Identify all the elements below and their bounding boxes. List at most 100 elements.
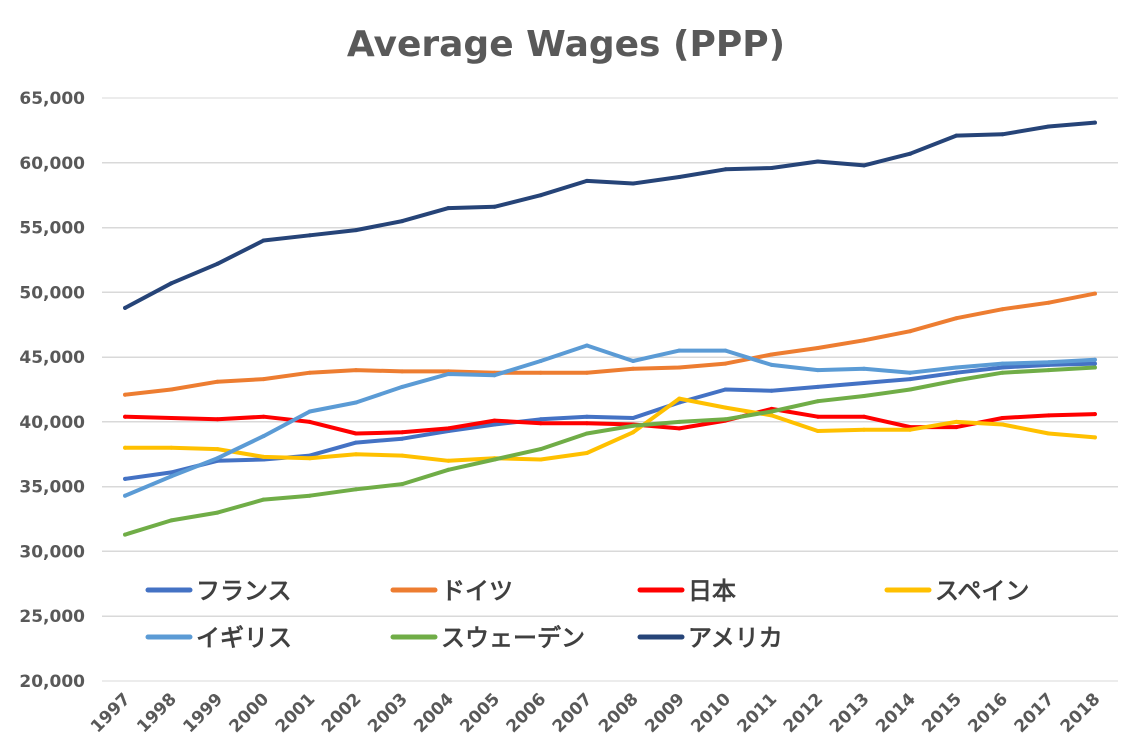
data-point <box>1092 357 1097 362</box>
data-point <box>769 362 774 367</box>
data-point <box>677 426 682 431</box>
data-point <box>862 338 866 343</box>
series-line-spain <box>123 396 1097 463</box>
data-point <box>215 417 220 422</box>
data-point <box>538 447 543 452</box>
y-tick-label: 40,000 <box>19 413 85 433</box>
data-point <box>538 370 543 375</box>
series-line-sweden <box>123 365 1097 537</box>
data-point <box>631 430 636 435</box>
data-point <box>1092 412 1097 417</box>
data-point <box>631 181 636 186</box>
data-point <box>908 427 913 432</box>
data-point <box>954 133 959 138</box>
y-tick-label: 65,000 <box>19 89 85 109</box>
y-tick-label: 60,000 <box>19 154 85 174</box>
data-point <box>723 417 728 422</box>
data-point <box>446 426 451 431</box>
data-point <box>123 445 128 450</box>
data-point <box>815 368 820 373</box>
data-point <box>261 414 266 419</box>
data-point <box>584 421 589 426</box>
data-point <box>215 261 220 266</box>
data-point <box>584 414 589 419</box>
y-tick-label: 35,000 <box>19 478 85 498</box>
data-point <box>815 384 820 389</box>
y-tick-label: 50,000 <box>19 283 85 303</box>
data-point <box>446 467 451 472</box>
data-point <box>723 405 728 410</box>
data-point <box>538 457 543 462</box>
data-point <box>908 387 913 392</box>
data-point <box>862 366 866 371</box>
data-point <box>908 151 913 156</box>
data-point <box>862 427 866 432</box>
data-point <box>631 416 636 420</box>
y-tick-label: 55,000 <box>19 219 85 239</box>
series-sweden <box>123 365 1097 537</box>
data-point <box>1092 361 1097 366</box>
chart-title: Average Wages (PPP) <box>347 24 785 65</box>
data-point <box>123 493 128 498</box>
data-point <box>723 387 728 392</box>
data-point <box>1046 124 1051 129</box>
data-point <box>815 399 820 404</box>
y-tick-label: 30,000 <box>19 542 85 562</box>
data-point <box>261 497 266 502</box>
data-point <box>584 343 589 348</box>
data-point <box>1092 291 1097 296</box>
data-point <box>769 409 774 414</box>
legend-label: イギリス <box>196 624 292 652</box>
data-point <box>954 419 959 424</box>
legend-item-sweden: スウェーデン <box>390 624 585 652</box>
data-point <box>538 417 543 422</box>
data-point <box>1046 368 1051 373</box>
data-point <box>631 366 636 371</box>
legend-item-france: フランス <box>145 577 292 605</box>
data-point <box>400 384 405 389</box>
data-point <box>677 365 682 370</box>
data-point <box>1046 413 1051 418</box>
data-point <box>307 456 312 461</box>
data-point <box>261 377 266 382</box>
data-point <box>954 365 959 370</box>
data-point <box>123 532 128 537</box>
y-tick-label: 25,000 <box>19 607 85 627</box>
data-point <box>1046 300 1051 305</box>
data-point <box>769 388 774 393</box>
data-point <box>169 470 174 475</box>
data-point <box>1000 132 1005 137</box>
data-point <box>354 487 358 492</box>
data-point <box>169 445 174 450</box>
data-point <box>862 414 866 419</box>
data-point <box>307 419 312 424</box>
data-point <box>723 361 728 366</box>
legend-label: フランス <box>196 577 292 605</box>
data-point <box>677 396 682 401</box>
data-point <box>169 281 174 286</box>
data-point <box>1046 360 1051 365</box>
data-point <box>215 456 220 461</box>
data-point <box>400 369 405 374</box>
data-point <box>307 233 312 238</box>
data-point <box>908 370 913 375</box>
data-point <box>1046 431 1051 436</box>
data-point <box>1092 435 1097 440</box>
data-point <box>769 413 774 418</box>
data-point <box>123 476 128 481</box>
data-point <box>215 379 220 384</box>
data-point <box>169 387 174 392</box>
data-point <box>631 359 636 363</box>
data-point <box>584 451 589 455</box>
data-point <box>215 510 220 515</box>
data-point <box>631 423 636 428</box>
data-point <box>169 518 174 523</box>
data-point <box>261 434 266 439</box>
data-point <box>954 378 959 383</box>
data-point <box>723 348 728 353</box>
data-point <box>123 392 128 397</box>
data-point <box>1092 120 1097 125</box>
legend-label: 日本 <box>688 577 736 605</box>
